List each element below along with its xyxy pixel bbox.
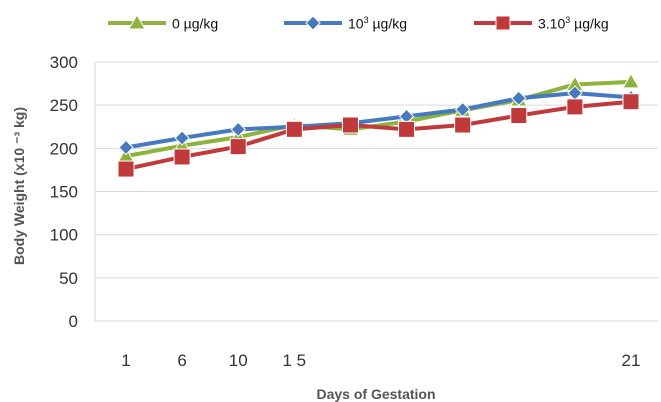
- y-axis-title: Body Weight (x10 ⁻³ kg): [11, 107, 27, 265]
- series-line: [125, 91, 632, 150]
- x-axis-title: Days of Gestation: [316, 386, 435, 402]
- x-tick-label: 21: [622, 351, 641, 370]
- x-tick-label: 10: [229, 351, 248, 370]
- data-point-square: [622, 93, 640, 111]
- y-tick-label: 50: [59, 269, 78, 288]
- x-tick-label: 1: [121, 351, 130, 370]
- data-point-diamond: [230, 121, 246, 138]
- y-tick-label: 200: [50, 139, 78, 158]
- x-axis-tick-labels: 1 6 10 1 5 21: [121, 351, 640, 370]
- data-point-square: [454, 116, 472, 134]
- legend-label-1e3ugkg: 103 µg/kg: [348, 14, 408, 32]
- series-line: [125, 99, 632, 172]
- data-point-triangle: [622, 72, 640, 89]
- legend-item-0ugkg: 0 µg/kg: [108, 8, 218, 38]
- x-tick-label: 1 5: [283, 351, 307, 370]
- y-tick-label: 250: [50, 96, 78, 115]
- data-point-diamond: [454, 101, 471, 118]
- data-point-square: [510, 107, 528, 125]
- y-tick-label: 150: [50, 183, 78, 202]
- data-point-square: [341, 116, 359, 134]
- y-tick-label: 100: [50, 226, 78, 245]
- legend-item-3e3ugkg: 3.103 µg/kg: [474, 8, 609, 38]
- y-tick-label: 300: [50, 53, 78, 72]
- data-point-diamond: [118, 139, 134, 156]
- data-point-square: [229, 138, 247, 156]
- chart-series: [117, 72, 640, 178]
- legend-item-1e3ugkg: 103 µg/kg: [284, 8, 407, 38]
- legend-label-0ugkg: 0 µg/kg: [172, 15, 219, 32]
- y-tick-label: 0: [69, 312, 78, 331]
- y-axis-tick-labels: 0 50 100 150 200 250 300: [50, 53, 78, 331]
- data-point-diamond: [174, 130, 190, 146]
- data-point-square: [117, 160, 135, 178]
- x-tick-label: 6: [177, 351, 186, 370]
- data-point-square: [285, 120, 303, 138]
- legend-swatch-diamond-icon: [284, 15, 342, 31]
- legend-label-3e3ugkg: 3.103 µg/kg: [538, 14, 609, 32]
- series-square: [117, 93, 640, 178]
- chart-legend: 0 µg/kg 103 µg/kg 3.103 µg/kg: [0, 8, 661, 38]
- legend-swatch-square-icon: [474, 15, 532, 31]
- legend-swatch-triangle-icon: [108, 13, 166, 30]
- data-point-square: [173, 148, 191, 166]
- chart-gridlines: [94, 61, 658, 322]
- data-point-square: [398, 120, 416, 138]
- data-point-diamond: [511, 90, 527, 106]
- data-point-square: [566, 98, 584, 116]
